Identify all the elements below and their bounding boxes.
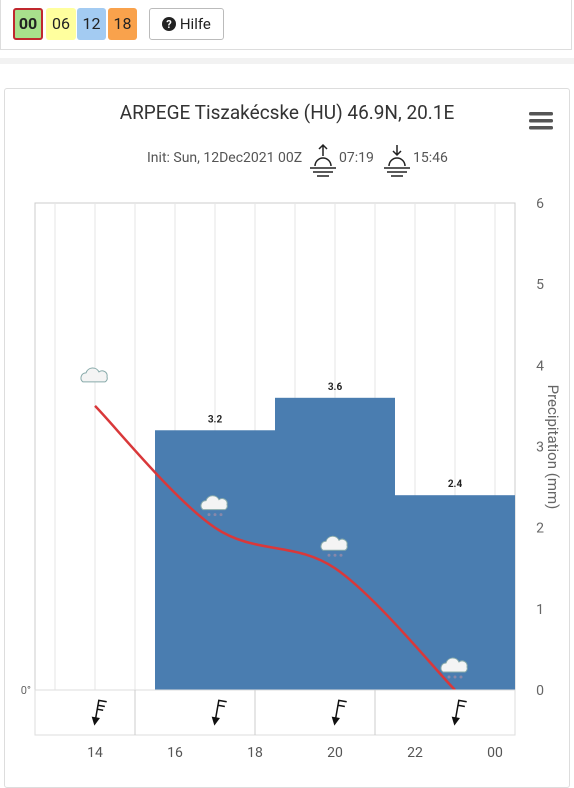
y2-tick-label: 0: [536, 683, 544, 699]
line: [94, 405, 456, 691]
sunset-time: 15:46: [413, 150, 448, 166]
data-label: 3.2: [208, 414, 223, 425]
cloud: [320, 535, 348, 551]
wind-barb: [331, 699, 347, 726]
wind-barb: [91, 699, 107, 726]
cloud: [80, 367, 108, 383]
x-tick-label: 20: [327, 745, 343, 761]
snowflake: [213, 513, 217, 517]
svg-text:?: ?: [166, 18, 172, 31]
barb: [214, 699, 227, 723]
cloud: [200, 495, 228, 511]
run-button[interactable]: 18: [108, 8, 137, 40]
wind-band: [34, 689, 516, 736]
bar: [395, 495, 515, 690]
data-label: 2.4: [448, 479, 463, 490]
run-button[interactable]: 00: [13, 8, 43, 40]
barb: [454, 699, 467, 723]
barb-head: [331, 716, 340, 726]
subtitle: Init: Sun, 12Dec2021 00Z: [147, 150, 302, 166]
weather-icon: [80, 367, 108, 383]
barb-head: [451, 716, 460, 726]
data-label: 3.6: [328, 382, 343, 393]
sunrise-icon: [310, 143, 336, 177]
barb: [334, 699, 347, 723]
y2-tick-label: 3: [536, 440, 544, 456]
y-tick-label: 0°: [21, 684, 31, 697]
chart: ARPEGE Tiszakécske (HU) 46.9N, 20.1E Ini…: [21, 101, 562, 761]
x-tick-label: 18: [247, 745, 263, 761]
snowflake: [459, 675, 463, 679]
barb-head: [211, 716, 220, 726]
snowflake: [447, 675, 451, 679]
barb: [94, 699, 107, 723]
run-button[interactable]: 12: [77, 8, 106, 40]
run-button[interactable]: 06: [46, 8, 76, 40]
snowflake: [327, 553, 331, 557]
chart-title: ARPEGE Tiszakécske (HU) 46.9N, 20.1E: [120, 101, 455, 124]
help-label: Hilfe: [179, 15, 211, 33]
cloud: [440, 657, 468, 673]
weather-icon: [440, 657, 468, 679]
wind-barb: [211, 699, 227, 726]
snowflake: [207, 513, 211, 517]
barb-head: [91, 716, 100, 726]
x-tick-label: 22: [407, 745, 423, 761]
y2-tick-label: 5: [536, 277, 544, 293]
separator: [0, 58, 574, 64]
toolbar: 00 06 12 18 ? Hilfe: [0, 0, 572, 50]
x-tick-label: 00: [487, 745, 503, 761]
y2-axis-label: Precipitation (mm): [544, 385, 562, 510]
sunrise-time: 07:19: [339, 150, 374, 166]
y2-tick-label: 6: [536, 196, 544, 212]
wind-barb: [451, 699, 467, 726]
weather-icon: [200, 495, 228, 517]
snowflake: [219, 513, 223, 517]
weather-icon: [320, 535, 348, 557]
help-button[interactable]: ? Hilfe: [149, 8, 224, 40]
y2-tick-label: 2: [536, 521, 544, 537]
snowflake: [333, 553, 337, 557]
snowflake: [453, 675, 457, 679]
sunset-icon: [384, 145, 410, 177]
bar: [155, 430, 275, 690]
x-tick-label: 14: [87, 745, 103, 761]
x-tick-label: 16: [167, 745, 183, 761]
y2-tick-label: 1: [536, 602, 544, 618]
y2-tick-label: 4: [536, 358, 544, 374]
menu-icon[interactable]: [529, 112, 553, 130]
help-icon: ?: [162, 17, 177, 31]
snowflake: [339, 553, 343, 557]
